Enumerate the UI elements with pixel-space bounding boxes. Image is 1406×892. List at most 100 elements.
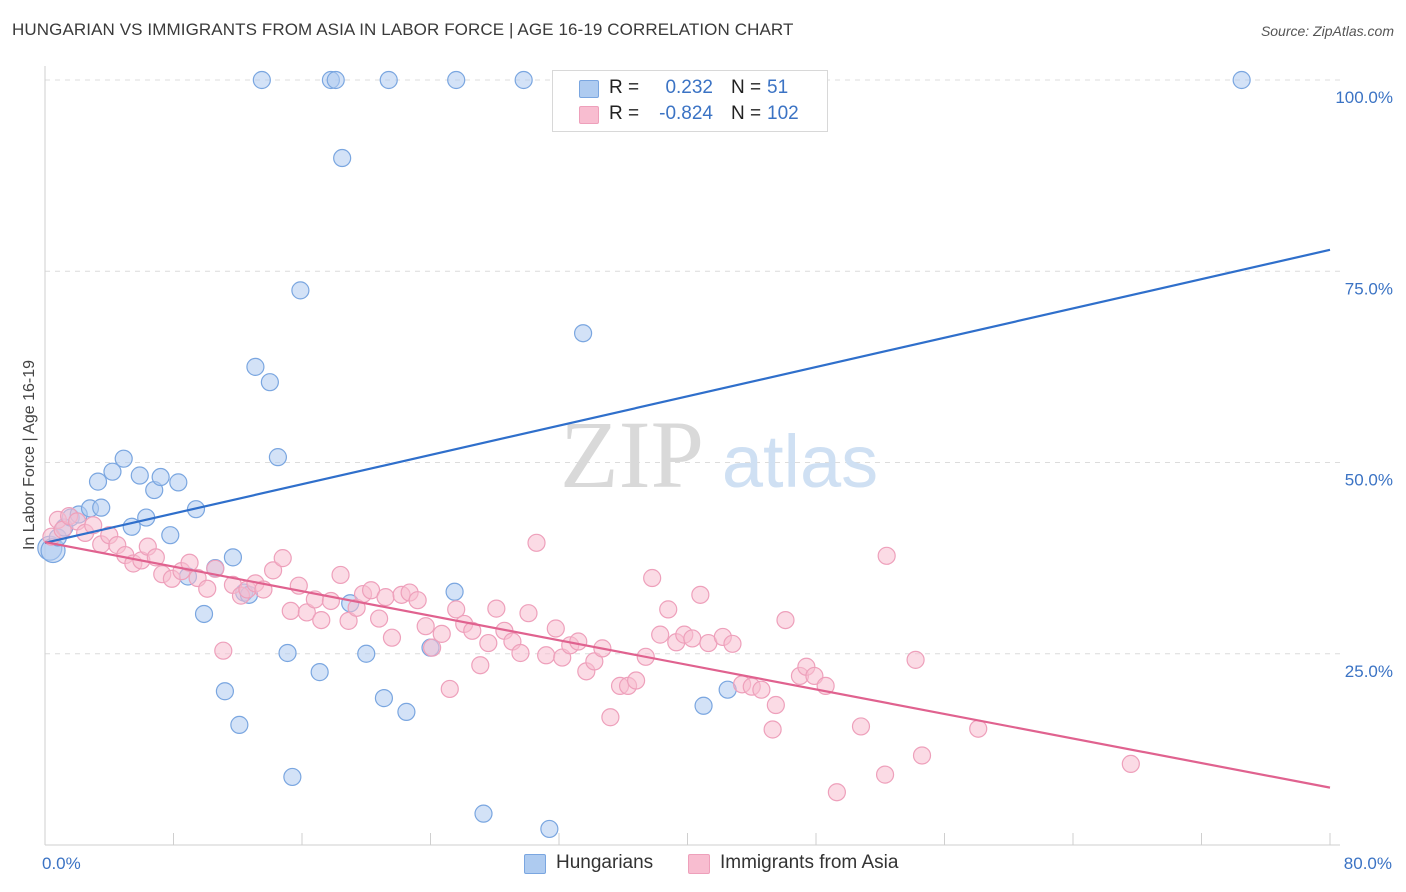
legend-n-label: N = — [731, 77, 762, 98]
data-point — [326, 70, 345, 90]
data-point — [376, 588, 395, 607]
data-point — [447, 600, 466, 619]
data-point — [691, 585, 710, 604]
correlation-legend: R = 0.232 N = 51 R = -0.824 N = 102 — [552, 70, 828, 132]
data-point — [643, 568, 662, 588]
legend-r-label: R = — [609, 77, 640, 98]
data-point — [875, 765, 895, 784]
y-tick-label: 25.0% — [1345, 662, 1393, 681]
data-point — [273, 549, 292, 568]
series-legend-swatch — [688, 854, 710, 874]
data-point — [92, 498, 111, 517]
data-point — [198, 579, 217, 598]
data-point — [827, 783, 846, 802]
data-point — [281, 601, 300, 621]
tick-layer: 25.0% 50.0% 75.0% 100.0% 0.0% 80.0% — [42, 88, 1393, 873]
data-point — [215, 682, 234, 701]
data-point — [487, 599, 506, 618]
data-point — [291, 281, 310, 300]
data-point — [333, 148, 352, 168]
data-point — [278, 643, 297, 663]
data-point — [361, 581, 381, 600]
legend-r-label: R = — [609, 103, 640, 124]
data-point — [585, 652, 604, 671]
data-point — [573, 324, 593, 343]
data-point — [514, 70, 533, 90]
data-point — [527, 533, 546, 552]
data-point — [969, 719, 988, 738]
data-point — [519, 604, 538, 623]
data-point — [683, 629, 702, 648]
data-point — [766, 695, 785, 715]
data-point — [397, 702, 416, 721]
y-tick-label: 50.0% — [1345, 471, 1393, 490]
data-point — [723, 634, 742, 653]
data-point — [1232, 70, 1251, 90]
legend-n-value: 102 — [767, 103, 799, 124]
data-point — [130, 466, 149, 485]
data-point — [776, 610, 795, 630]
data-point — [223, 548, 243, 567]
data-point — [260, 373, 279, 392]
data-point — [103, 462, 122, 481]
data-point — [752, 680, 771, 699]
data-point — [877, 546, 896, 565]
trend-line-hungarians — [44, 248, 1331, 544]
axes — [44, 66, 1340, 846]
trend-line-immigrants-asia — [44, 540, 1331, 789]
data-point — [626, 671, 646, 690]
data-point — [463, 621, 482, 640]
watermark-zip: ZIP — [560, 401, 704, 508]
data-point — [194, 604, 214, 624]
data-point — [474, 804, 493, 823]
data-point — [331, 565, 350, 585]
y-tick-label: 100.0% — [1335, 88, 1393, 107]
gridlines — [45, 79, 1340, 655]
x-tick-label: 80.0% — [1344, 854, 1392, 873]
series-layer — [37, 70, 1251, 839]
data-point — [297, 603, 316, 622]
data-point — [230, 715, 249, 734]
data-point — [651, 625, 670, 644]
data-point — [379, 70, 398, 90]
data-point — [169, 473, 188, 492]
legend-row-hungarians: R = 0.232 N = 51 — [553, 75, 827, 101]
series-legend: Hungarians Immigrants from Asia — [0, 852, 1406, 878]
data-point — [370, 609, 389, 628]
data-point — [479, 633, 498, 653]
data-point — [374, 689, 394, 708]
data-point — [694, 696, 713, 715]
legend-swatch-immigrants-asia — [579, 106, 599, 124]
data-point — [84, 516, 103, 535]
data-point — [312, 610, 331, 630]
data-point — [151, 467, 170, 487]
data-point — [440, 679, 459, 699]
data-point — [252, 70, 271, 90]
data-point — [1121, 754, 1140, 774]
legend-r-value: -0.824 — [659, 103, 713, 124]
x-tick-label: 0.0% — [42, 854, 81, 873]
data-point — [601, 708, 620, 727]
data-point — [445, 582, 464, 601]
legend-row-immigrants-asia: R = -0.824 N = 102 — [553, 101, 827, 127]
data-point — [569, 632, 588, 651]
data-point — [432, 624, 451, 643]
data-point — [546, 619, 565, 638]
data-point — [416, 617, 435, 636]
data-point — [263, 561, 283, 580]
legend-n-value: 51 — [767, 77, 789, 98]
legend-r-value: 0.232 — [665, 77, 713, 98]
data-point — [88, 472, 108, 491]
series-legend-label: Hungarians — [556, 852, 654, 873]
data-point — [408, 591, 427, 610]
data-point — [912, 746, 932, 765]
source-credit: Source: ZipAtlas.com — [1260, 23, 1394, 39]
data-point — [161, 526, 180, 545]
data-point — [382, 628, 402, 647]
data-point — [283, 767, 302, 787]
watermark: ZIP atlas — [560, 401, 878, 508]
data-point — [540, 819, 559, 839]
data-point — [537, 646, 556, 665]
data-point — [180, 553, 199, 572]
